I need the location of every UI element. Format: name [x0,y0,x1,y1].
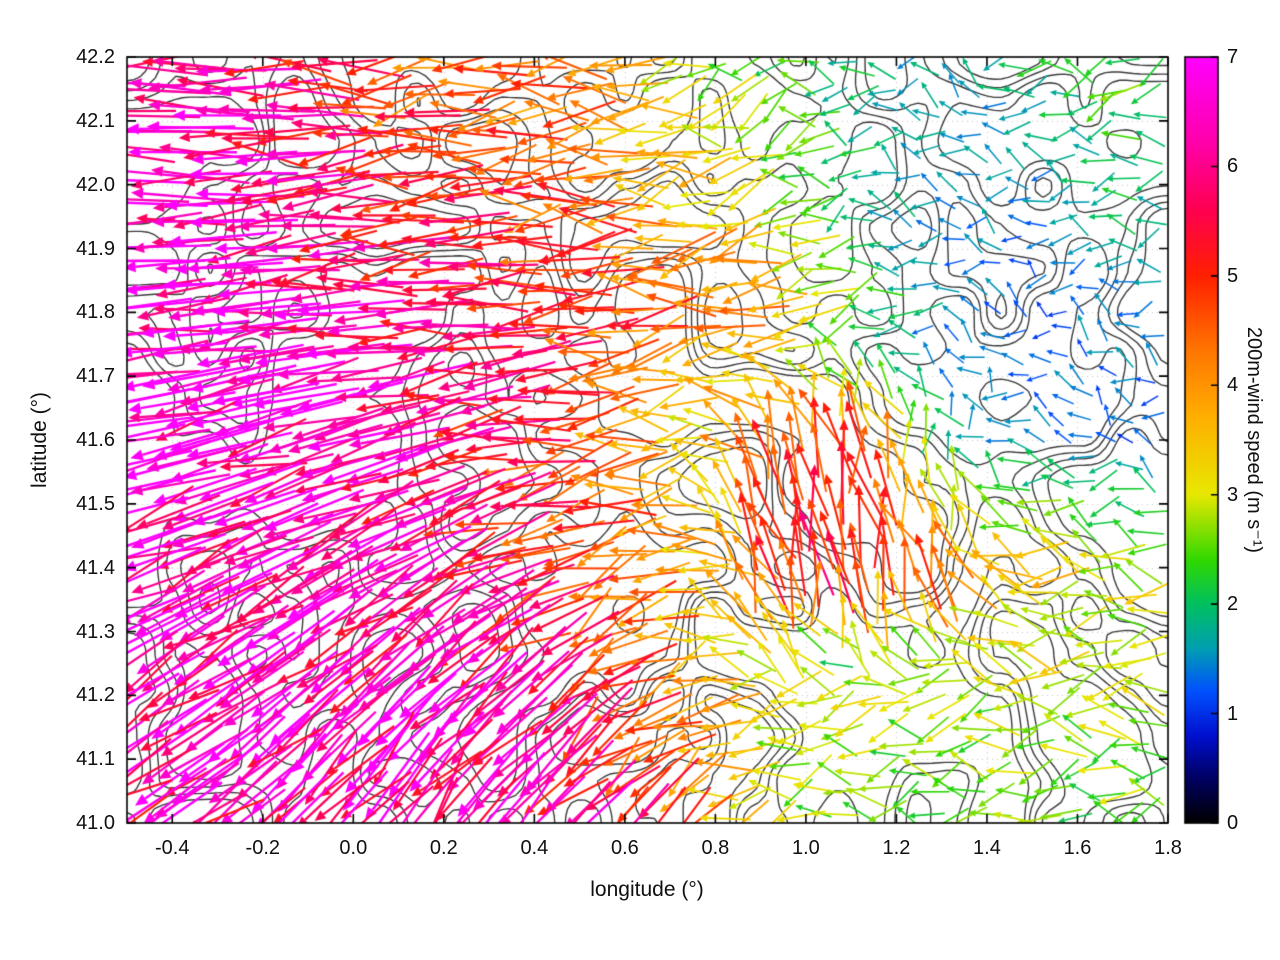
x-axis-label: longitude (°) [590,878,704,901]
y-tick-label: 42.1 [76,109,115,132]
x-tick-label: 0.8 [701,837,730,859]
colorbar-label: 200m-wind speed (m s⁻¹) [1243,326,1265,554]
x-tick-label: 0.0 [339,837,368,859]
x-tick-label: 1.8 [1154,837,1182,859]
colorbar-tick-label: 0 [1227,812,1239,834]
x-tick-label: 0.4 [520,837,549,859]
colorbar-tick-label: 1 [1227,702,1239,725]
colorbar-tick-label: 6 [1227,155,1239,178]
colorbar-tick-label: 4 [1227,374,1239,397]
x-tick-label: -0.2 [245,837,281,859]
x-tick-label: 0.6 [610,837,639,859]
y-tick-label: 41.4 [76,556,115,579]
colorbar-tick-label: 2 [1227,593,1239,616]
x-tick-label: 0.2 [429,837,458,859]
y-tick-label: 41.3 [76,620,115,643]
x-tick-label: 1.6 [1063,837,1092,859]
y-tick-label: 41.5 [76,492,115,515]
x-tick-label: 1.0 [792,837,820,859]
y-tick-label: 41.0 [76,812,115,834]
y-tick-label: 41.8 [76,301,115,324]
x-tick-label: 1.4 [973,837,1001,859]
y-tick-label: 41.7 [76,365,115,388]
x-tick-label: -0.4 [155,837,190,859]
colorbar-tick-label: 3 [1227,483,1239,506]
y-tick-label: 42.2 [76,46,115,68]
y-tick-label: 41.2 [76,684,115,707]
y-tick-label: 41.1 [76,748,115,771]
y-tick-label: 41.9 [76,237,115,260]
y-axis-label: latitude (°) [28,392,51,488]
y-tick-label: 41.6 [76,429,115,451]
colorbar-tick-label: 5 [1227,264,1239,287]
x-tick-label: 1.2 [882,837,911,859]
colorbar-tick-label: 7 [1227,46,1239,68]
y-tick-label: 42.0 [76,173,115,196]
